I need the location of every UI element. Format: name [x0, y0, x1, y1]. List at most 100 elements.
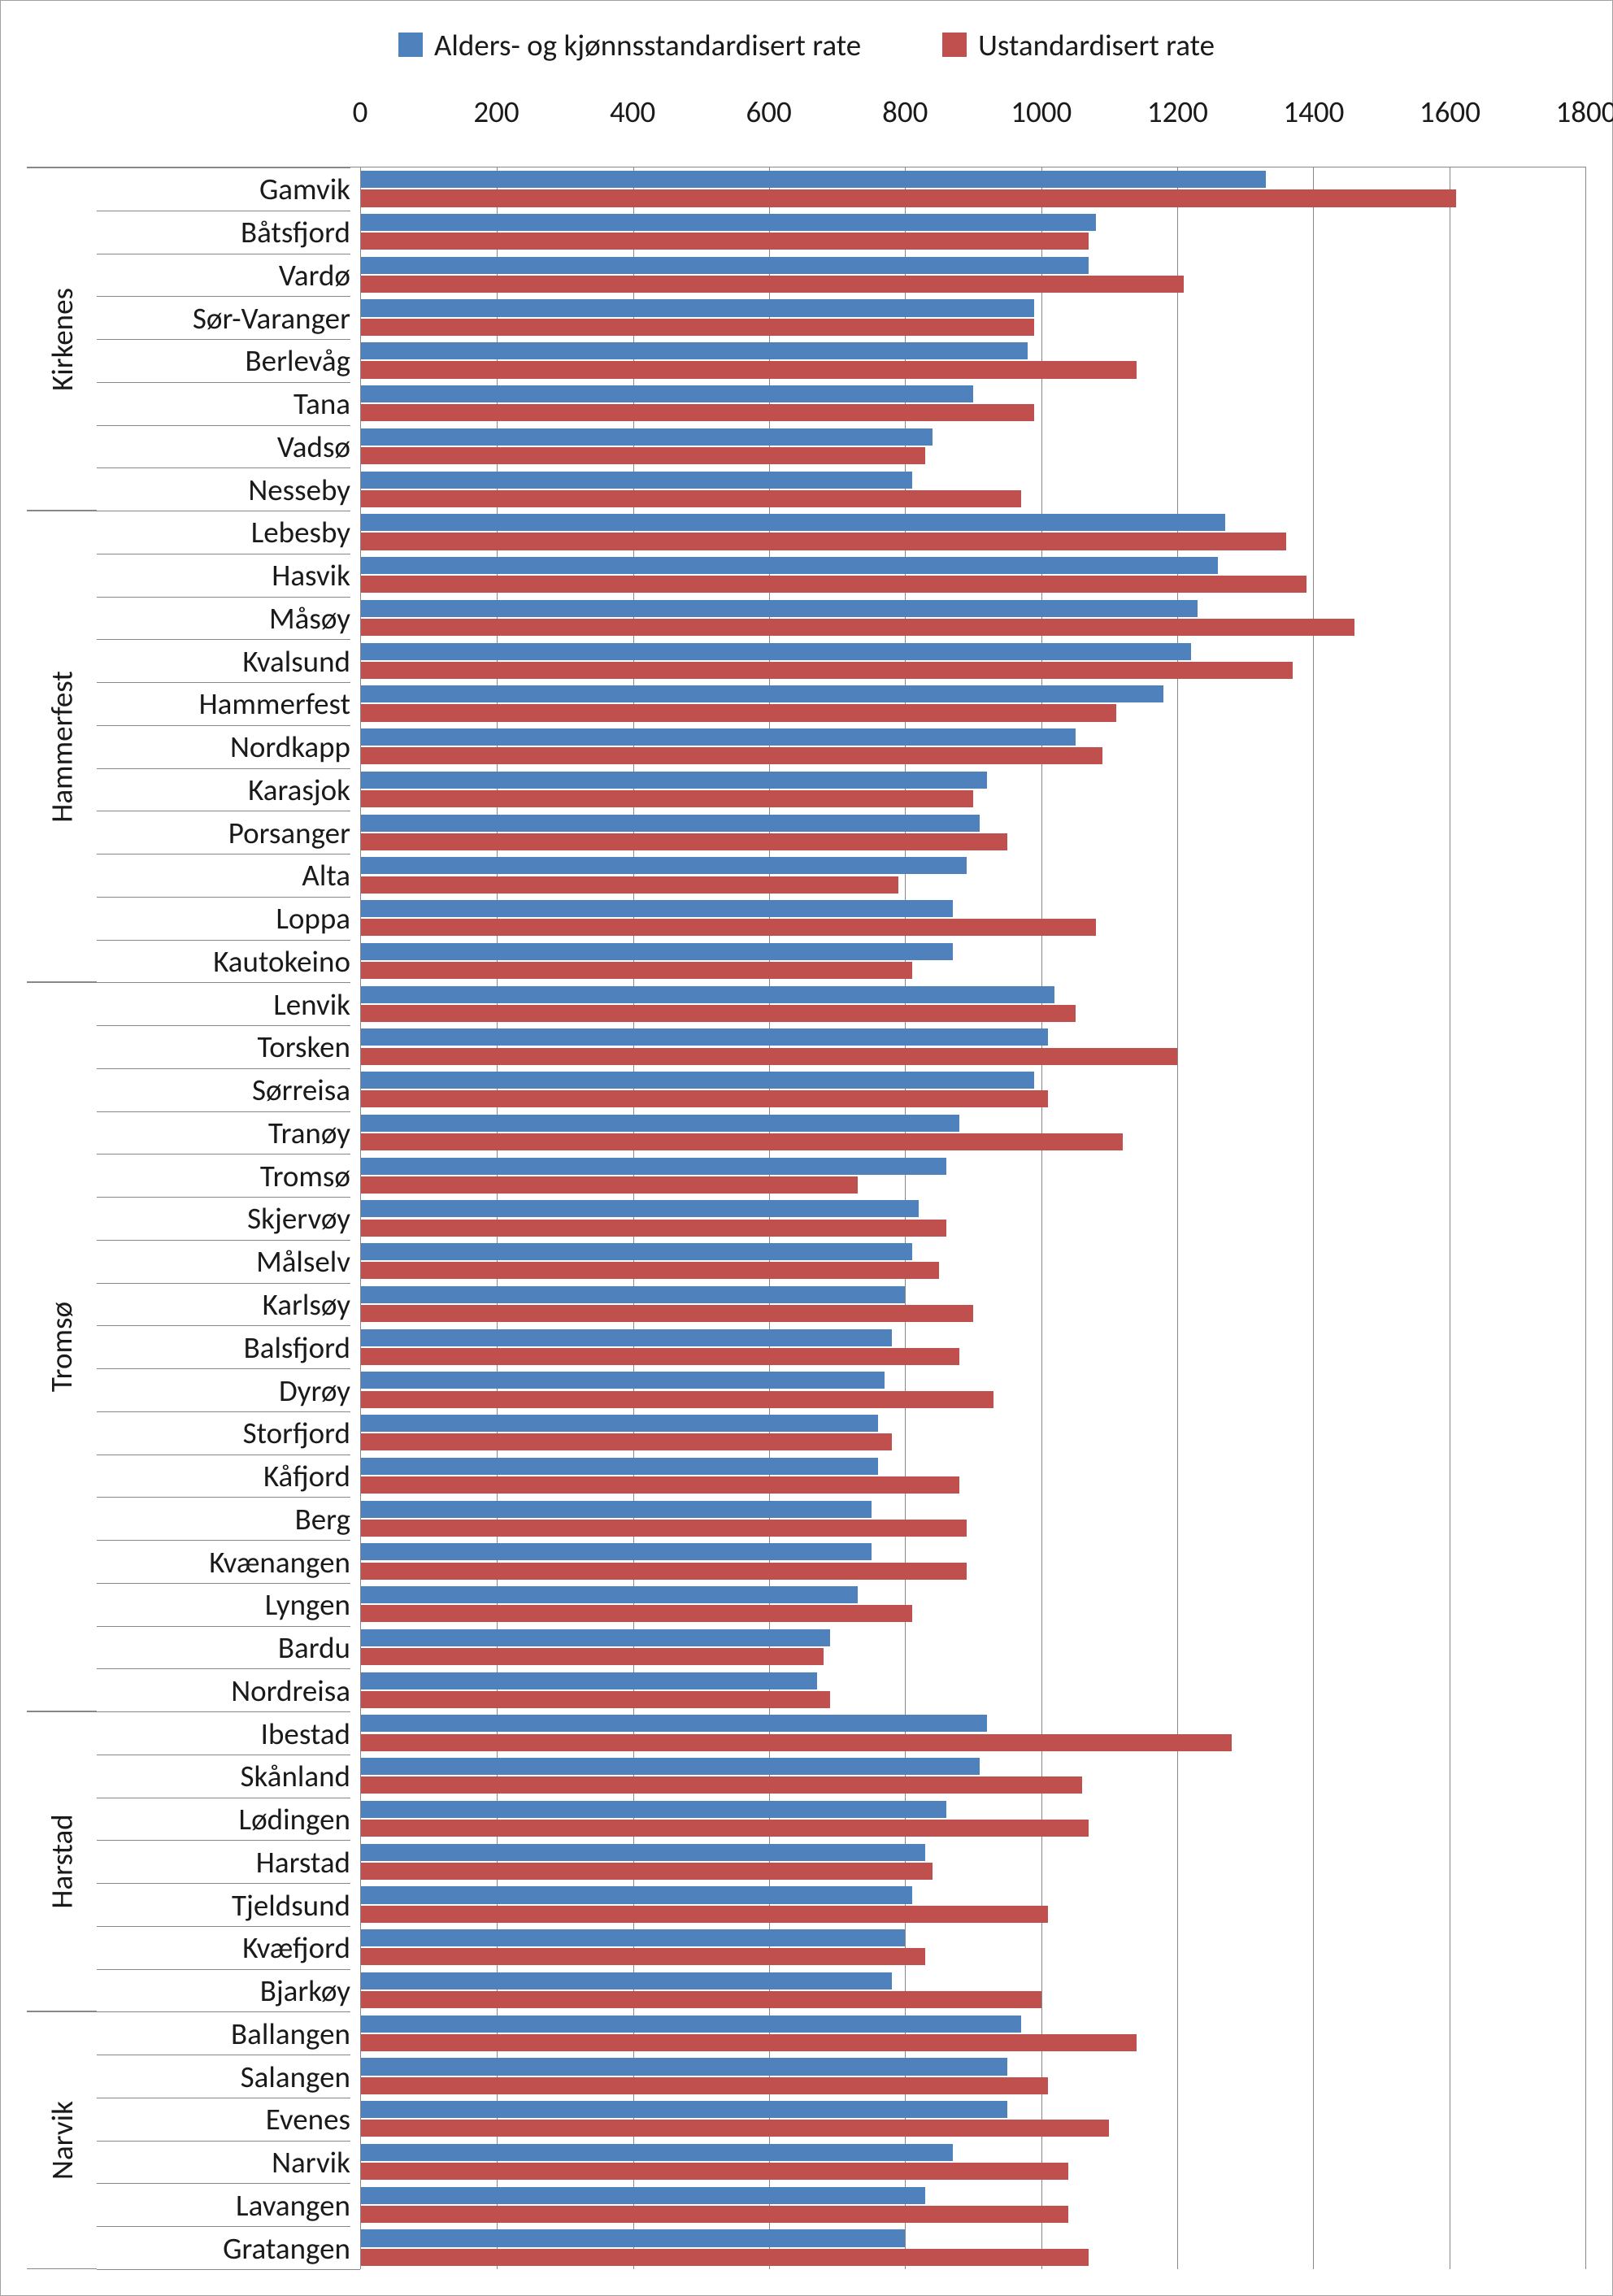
legend-item-unstandardized: Ustandardisert rate — [942, 27, 1215, 63]
plot-area: KirkenesHammerfestTromsøHarstadNarvik Ga… — [27, 167, 1586, 2269]
bar-standardized — [361, 1715, 987, 1732]
bar-standardized — [361, 385, 973, 402]
category-label: Lyngen — [97, 1583, 350, 1626]
group-label: Narvik — [27, 2011, 97, 2269]
category-label: Salangen — [97, 2055, 350, 2098]
group-label: Tromsø — [27, 982, 97, 1711]
bar-standardized — [361, 2187, 925, 2204]
bar-row — [361, 854, 1585, 897]
bar-unstandardized — [361, 1133, 1123, 1150]
category-label: Kvæfjord — [97, 1926, 350, 1969]
category-label: Kvalsund — [97, 639, 350, 682]
bar-row — [361, 1497, 1585, 1540]
bar-unstandardized — [361, 1348, 959, 1365]
x-tick-label: 800 — [882, 93, 928, 130]
category-label: Lavangen — [97, 2183, 350, 2226]
bar-unstandardized — [361, 2163, 1068, 2180]
bar-row — [361, 1883, 1585, 1926]
category-label: Berg — [97, 1497, 350, 1540]
bar-standardized — [361, 1115, 959, 1132]
bar-unstandardized — [361, 876, 898, 894]
bar-unstandardized — [361, 2120, 1109, 2137]
bar-standardized — [361, 1415, 878, 1432]
category-label: Lenvik — [97, 982, 350, 1025]
bar-row — [361, 940, 1585, 983]
bar-unstandardized — [361, 962, 912, 979]
bar-unstandardized — [361, 404, 1034, 421]
category-label: Alta — [97, 854, 350, 897]
bar-unstandardized — [361, 1991, 1041, 2008]
category-label: Bjarkøy — [97, 1969, 350, 2012]
bar-standardized — [361, 986, 1054, 1003]
bar-row — [361, 1668, 1585, 1711]
bar-row — [361, 725, 1585, 768]
bar-standardized — [361, 815, 980, 832]
category-label: Tromsø — [97, 1154, 350, 1197]
legend-label-standardized: Alders- og kjønnsstandardisert rate — [434, 27, 861, 63]
bar-unstandardized — [361, 1005, 1076, 1022]
bar-unstandardized — [361, 361, 1137, 378]
bar-row — [361, 254, 1585, 297]
category-label: Hasvik — [97, 554, 350, 597]
category-label: Karlsøy — [97, 1283, 350, 1326]
x-tick-label: 1600 — [1420, 93, 1480, 130]
category-label: Narvik — [97, 2141, 350, 2184]
category-label: Tranøy — [97, 1111, 350, 1155]
bar-row — [361, 2183, 1585, 2226]
bar-standardized — [361, 1758, 980, 1775]
category-label: Porsanger — [97, 811, 350, 854]
bar-standardized — [361, 772, 987, 789]
category-label: Måsøy — [97, 597, 350, 640]
bar-row — [361, 768, 1585, 811]
bar-row — [361, 1840, 1585, 1883]
bar-standardized — [361, 1586, 858, 1603]
category-label: Nordkapp — [97, 725, 350, 768]
bar-row — [361, 339, 1585, 382]
bar-standardized — [361, 2016, 1021, 2033]
bar-unstandardized — [361, 1048, 1177, 1065]
category-label: Harstad — [97, 1840, 350, 1883]
bar-row — [361, 1411, 1585, 1455]
bar-unstandardized — [361, 1820, 1089, 1837]
bar-row — [361, 1711, 1585, 1755]
bar-row — [361, 1455, 1585, 1498]
bar-standardized — [361, 1972, 892, 1989]
category-label: Båtsfjord — [97, 211, 350, 254]
bar-row — [361, 382, 1585, 425]
category-label: Karasjok — [97, 768, 350, 811]
bar-standardized — [361, 1543, 872, 1560]
bar-row — [361, 897, 1585, 940]
bar-row — [361, 1197, 1585, 1240]
bar-standardized — [361, 2144, 953, 2161]
bar-row — [361, 1283, 1585, 1326]
bar-unstandardized — [361, 747, 1102, 764]
category-label: Gamvik — [97, 167, 350, 211]
category-label: Loppa — [97, 897, 350, 940]
bar-row — [361, 1068, 1585, 1111]
category-label: Lebesby — [97, 511, 350, 554]
group-label: Harstad — [27, 1711, 97, 2011]
category-label: Dyrøy — [97, 1368, 350, 1411]
bar-row — [361, 1926, 1585, 1969]
bar-unstandardized — [361, 1648, 824, 1665]
bar-unstandardized — [361, 2077, 1048, 2094]
group-label: Kirkenes — [27, 167, 97, 511]
x-axis-top: 020040060080010001200140016001800 — [360, 93, 1586, 150]
bar-standardized — [361, 557, 1218, 574]
bar-standardized — [361, 643, 1191, 660]
bar-row — [361, 597, 1585, 640]
bar-row — [361, 554, 1585, 597]
x-tick-label: 0 — [353, 93, 368, 130]
bar-row — [361, 1325, 1585, 1368]
category-label: Kvænangen — [97, 1540, 350, 1583]
bar-standardized — [361, 1158, 946, 1175]
bar-unstandardized — [361, 1563, 967, 1580]
bar-row — [361, 1798, 1585, 1841]
bar-unstandardized — [361, 1776, 1082, 1794]
category-label: Ballangen — [97, 2011, 350, 2055]
bar-row — [361, 1583, 1585, 1626]
bar-unstandardized — [361, 189, 1456, 207]
category-label: Vardø — [97, 254, 350, 297]
bar-standardized — [361, 2101, 1007, 2118]
bar-standardized — [361, 1801, 946, 1818]
